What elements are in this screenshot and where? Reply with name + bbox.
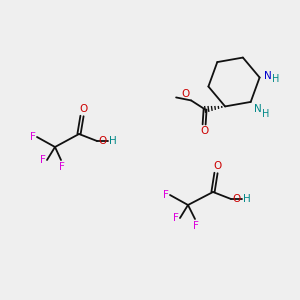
Text: F: F xyxy=(59,162,65,172)
Text: O: O xyxy=(200,126,208,136)
Text: H: H xyxy=(109,136,117,146)
Text: F: F xyxy=(173,213,179,223)
Text: O: O xyxy=(213,161,221,171)
Text: H: H xyxy=(262,109,269,119)
Text: H: H xyxy=(243,194,251,204)
Text: N: N xyxy=(264,71,272,82)
Text: F: F xyxy=(30,132,36,142)
Text: F: F xyxy=(163,190,169,200)
Text: H: H xyxy=(272,74,279,85)
Text: O: O xyxy=(182,89,190,99)
Text: N: N xyxy=(254,104,262,114)
Text: O: O xyxy=(232,194,240,204)
Text: F: F xyxy=(40,155,46,165)
Text: F: F xyxy=(193,221,199,231)
Text: O: O xyxy=(79,104,87,114)
Text: O: O xyxy=(98,136,106,146)
